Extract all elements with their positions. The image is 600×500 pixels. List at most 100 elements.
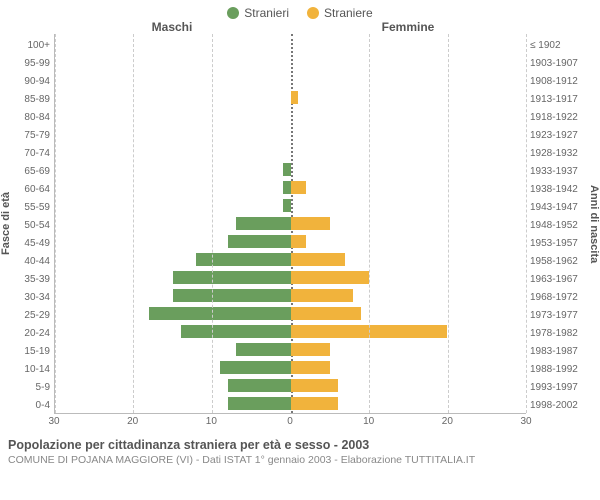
legend-item-male: Stranieri [227,6,289,20]
legend: Stranieri Straniere [0,0,600,20]
bar-row [55,52,526,70]
bar-female [291,379,338,392]
bar-female [291,253,346,266]
yaxis-title-right: Anni di nascita [586,34,600,414]
ylabel-birth: 1973-1977 [530,306,586,324]
xtick: 20 [127,416,138,427]
ylabel-birth: 1933-1937 [530,162,586,180]
ylabel-birth: 1908-1912 [530,72,586,90]
ylabel-birth: 1998-2002 [530,396,586,414]
bar-male [228,235,291,248]
bar-male [228,397,291,410]
ylabel-birth: 1903-1907 [530,54,586,72]
gridline [55,34,56,413]
ylabel-age: 85-89 [14,90,50,108]
ylabel-birth: 1988-1992 [530,360,586,378]
ylabel-age: 30-34 [14,288,50,306]
bar-male [220,361,291,374]
yaxis-labels-age: 100+95-9990-9485-8980-8475-7970-7465-696… [14,34,54,414]
caption-sub: COMUNE DI POJANA MAGGIORE (VI) - Dati IS… [8,454,592,466]
bar-row [55,305,526,323]
side-label-left: Maschi [54,20,290,34]
xtick: 10 [206,416,217,427]
ylabel-age: 40-44 [14,252,50,270]
ylabel-age: 80-84 [14,108,50,126]
ylabel-birth: 1983-1987 [530,342,586,360]
ylabel-birth: 1993-1997 [530,378,586,396]
xtick: 10 [363,416,374,427]
population-pyramid: Fasce di età 100+95-9990-9485-8980-8475-… [0,34,600,414]
ylabel-age: 10-14 [14,360,50,378]
xtick: 20 [442,416,453,427]
xtick: 0 [287,416,293,427]
yaxis-labels-birth: ≤ 19021903-19071908-19121913-19171918-19… [526,34,586,414]
bar-male [283,163,291,176]
xtick: 30 [48,416,59,427]
gridline [133,34,134,413]
bar-female [291,217,330,230]
ylabel-age: 75-79 [14,126,50,144]
bar-row [55,160,526,178]
caption-title: Popolazione per cittadinanza straniera p… [8,438,592,452]
gridline [369,34,370,413]
ylabel-age: 20-24 [14,324,50,342]
bar-row [55,233,526,251]
side-labels: Maschi Femmine [54,20,526,34]
bar-male [236,343,291,356]
xtick: 30 [520,416,531,427]
ylabel-birth: 1943-1947 [530,198,586,216]
bar-row [55,106,526,124]
ylabel-age: 90-94 [14,72,50,90]
bar-female [291,181,307,194]
bar-female [291,361,330,374]
bar-male [283,181,291,194]
ylabel-age: 65-69 [14,162,50,180]
bar-row [55,359,526,377]
bar-row [55,70,526,88]
side-label-right: Femmine [290,20,526,34]
legend-label-male: Stranieri [244,6,289,20]
bar-male [173,271,291,284]
bar-row [55,251,526,269]
bar-male [236,217,291,230]
bar-row [55,269,526,287]
legend-swatch-male [227,7,239,19]
ylabel-birth: 1938-1942 [530,180,586,198]
ylabel-birth: 1968-1972 [530,288,586,306]
bar-row [55,323,526,341]
ylabel-age: 70-74 [14,144,50,162]
bar-male [149,307,290,320]
bar-row [55,341,526,359]
bar-male [173,289,291,302]
bar-male [283,199,291,212]
legend-label-female: Straniere [324,6,373,20]
bar-row [55,34,526,52]
bar-row [55,196,526,214]
ylabel-age: 60-64 [14,180,50,198]
gridline [448,34,449,413]
bar-row [55,395,526,413]
ylabel-birth: 1953-1957 [530,234,586,252]
bar-male [228,379,291,392]
legend-item-female: Straniere [307,6,373,20]
ylabel-age: 55-59 [14,198,50,216]
legend-swatch-female [307,7,319,19]
ylabel-age: 100+ [14,36,50,54]
ylabel-age: 0-4 [14,396,50,414]
ylabel-age: 45-49 [14,234,50,252]
bar-row [55,142,526,160]
bar-row [55,214,526,232]
bar-rows [55,34,526,413]
ylabel-birth: 1963-1967 [530,270,586,288]
bar-female [291,397,338,410]
yaxis-title-left: Fasce di età [0,34,14,414]
bar-male [181,325,291,338]
bar-row [55,88,526,106]
ylabel-birth: 1923-1927 [530,126,586,144]
ylabel-age: 5-9 [14,378,50,396]
bar-female [291,235,307,248]
ylabel-birth: 1958-1962 [530,252,586,270]
bar-male [196,253,290,266]
ylabel-birth: 1918-1922 [530,108,586,126]
bar-female [291,91,299,104]
